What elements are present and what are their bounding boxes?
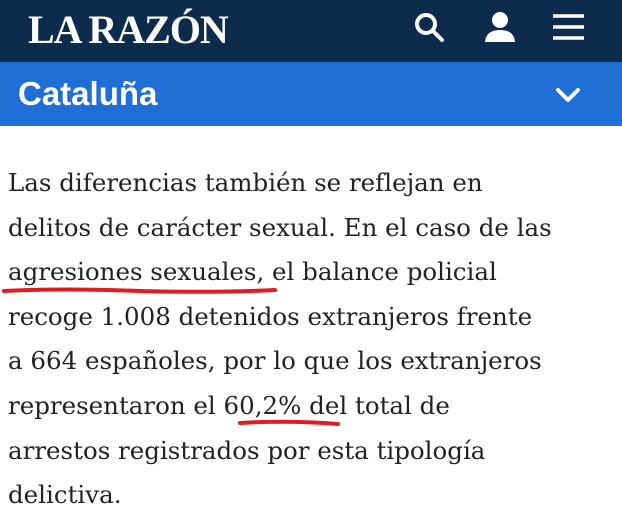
text-line: delitos de carácter sexual. En el caso d… — [8, 212, 552, 242]
top-bar: LA RAZÓN — [0, 0, 622, 62]
article-text: Las diferencias también se reflejan en de… — [8, 161, 620, 518]
section-bar[interactable]: Cataluña — [0, 62, 622, 126]
text-line: arrestos registrados por esta tipología — [8, 435, 486, 465]
text-line: recoge 1.008 detenidos extranjeros frent… — [8, 301, 533, 331]
text-line: delictiva. — [8, 480, 122, 510]
text-line: a 664 españoles, por lo que los extranje… — [8, 346, 542, 376]
text-line: representaron el 60,2% del total de — [8, 390, 450, 420]
section-title[interactable]: Cataluña — [18, 75, 158, 112]
logo[interactable]: LA RAZÓN — [28, 7, 229, 52]
text-line: Las diferencias también se reflejan en — [8, 168, 483, 197]
text-line: agresiones sexuales, el balance policial — [8, 257, 497, 287]
